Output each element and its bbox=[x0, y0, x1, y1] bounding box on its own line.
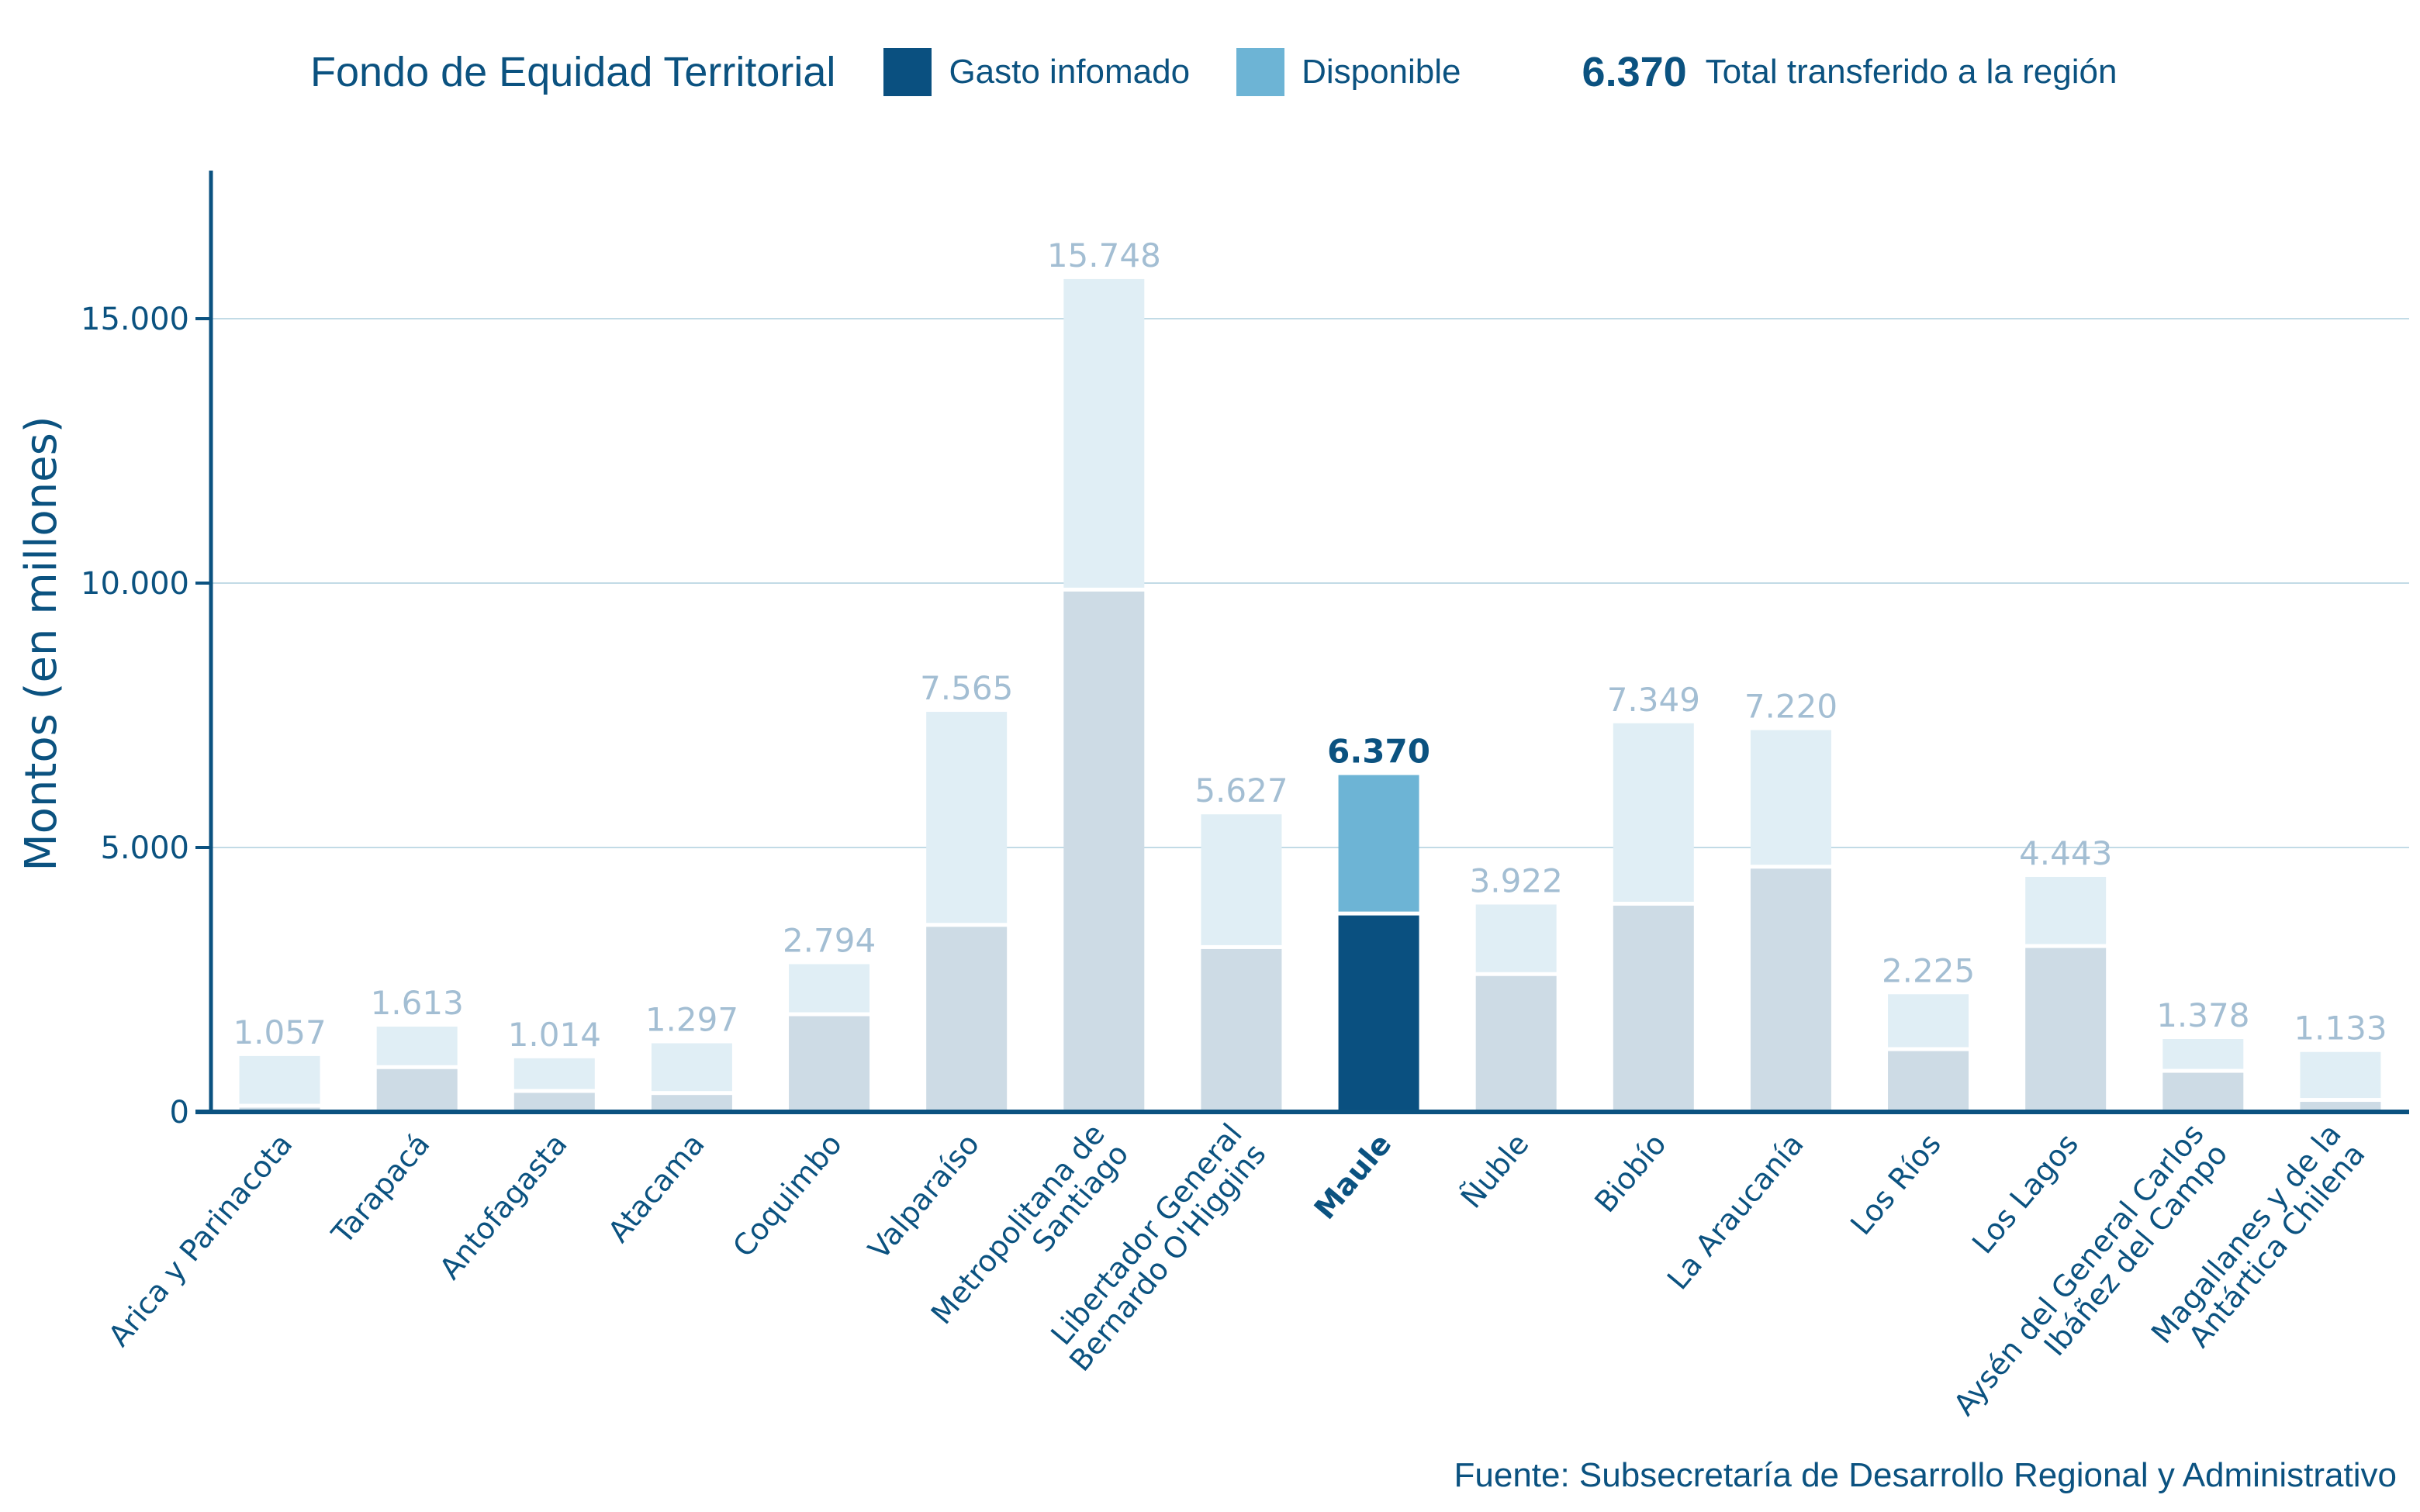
bar-total-label: 1.057 bbox=[233, 1013, 326, 1051]
bar-available bbox=[2162, 1039, 2244, 1069]
bar-total-label: 7.565 bbox=[920, 669, 1013, 707]
bar-available bbox=[376, 1026, 458, 1065]
x-tick-label: Los Ríos bbox=[1844, 1127, 1948, 1242]
x-tick-label: Ñuble bbox=[1454, 1127, 1536, 1215]
legend-total-label: Total transferido a la región bbox=[1705, 53, 2118, 91]
bar-total-label: 3.922 bbox=[1470, 862, 1563, 900]
bar-spent bbox=[2025, 948, 2107, 1112]
bar-total-label: 1.133 bbox=[2294, 1010, 2387, 1048]
bar-spent bbox=[1750, 868, 1831, 1112]
x-tick-label: Maule bbox=[1308, 1127, 1398, 1226]
bar-total-label: 1.378 bbox=[2156, 996, 2249, 1034]
x-tick-label: Atacama bbox=[601, 1127, 711, 1249]
bar-spent bbox=[376, 1068, 458, 1112]
axes: 0 5.000 10.000 15.000 bbox=[81, 171, 2409, 1131]
x-tick-label-line: Maule bbox=[1308, 1127, 1398, 1226]
bar-total-label: 1.014 bbox=[508, 1016, 601, 1054]
x-tick-label: Tarapacá bbox=[325, 1127, 437, 1251]
x-tick-label: Antofagasta bbox=[433, 1127, 574, 1286]
bar-available bbox=[1750, 730, 1831, 865]
y-tick-label: 15.000 bbox=[81, 302, 189, 337]
x-tick-label: Biobío bbox=[1588, 1127, 1672, 1220]
bar-spent bbox=[513, 1093, 595, 1112]
bar-total-label: 15.748 bbox=[1047, 236, 1161, 274]
x-tick-label-line: Coquimbo bbox=[726, 1127, 849, 1264]
x-tick-label-line: Antofagasta bbox=[433, 1127, 574, 1286]
x-tick-label: La Araucanía bbox=[1661, 1127, 1810, 1296]
x-tick-label-line: Valparaíso bbox=[862, 1127, 986, 1266]
bar-spent bbox=[1613, 906, 1694, 1112]
bar-spent bbox=[1201, 948, 1282, 1112]
bar-total-label: 1.613 bbox=[371, 984, 464, 1022]
bar-total-label: 6.370 bbox=[1327, 733, 1430, 771]
bar-available bbox=[2025, 876, 2107, 944]
bar-spent bbox=[1475, 975, 1557, 1112]
bar-available bbox=[1475, 904, 1557, 972]
chart-legend: Fondo de Equidad Territorial Gasto infom… bbox=[310, 45, 2117, 99]
legend-item-available: Disponible bbox=[1236, 48, 1461, 96]
bar-spent bbox=[1338, 915, 1419, 1112]
x-tick-label: Valparaíso bbox=[862, 1127, 986, 1266]
x-tick-label: Arica y Parinacota bbox=[102, 1127, 299, 1353]
bar-spent bbox=[2300, 1102, 2381, 1112]
bar-total-label: 2.225 bbox=[1882, 951, 1975, 989]
bar-available bbox=[1338, 775, 1419, 912]
bar-total-label: 5.627 bbox=[1194, 772, 1288, 810]
chart-title: Fondo de Equidad Territorial bbox=[310, 49, 836, 95]
bars bbox=[239, 278, 2381, 1112]
x-tick-label-line: Los Lagos bbox=[1965, 1127, 2085, 1261]
bar-available bbox=[1201, 814, 1282, 945]
x-tick-label-line: Aysén del General Carlos bbox=[1947, 1117, 2211, 1422]
bar-available bbox=[789, 964, 870, 1013]
x-tick-label-line: Arica y Parinacota bbox=[102, 1127, 299, 1353]
bar-available bbox=[1888, 994, 1969, 1048]
x-tick-label-line: Biobío bbox=[1588, 1127, 1672, 1220]
bar-spent bbox=[789, 1016, 870, 1112]
bar-spent bbox=[651, 1095, 732, 1112]
bar-total-label: 1.297 bbox=[645, 1001, 738, 1039]
legend-label-spent: Gasto infomado bbox=[949, 53, 1191, 91]
y-tick-label: 10.000 bbox=[81, 566, 189, 602]
x-tick-label: Coquimbo bbox=[726, 1127, 849, 1264]
legend-swatch-available bbox=[1236, 48, 1285, 96]
bar-available bbox=[926, 712, 1008, 923]
legend-total-value: 6.370 bbox=[1582, 49, 1687, 95]
gridlines bbox=[211, 317, 2409, 848]
legend-swatch-spent bbox=[883, 48, 932, 96]
bar-spent bbox=[1888, 1051, 1969, 1112]
bar-available bbox=[239, 1055, 320, 1104]
bar-available bbox=[1063, 278, 1145, 588]
bar-total-label: 7.220 bbox=[1744, 688, 1837, 726]
bar-total-label: 4.443 bbox=[2019, 834, 2112, 872]
bar-spent bbox=[1063, 591, 1145, 1112]
bar-total-label: 2.794 bbox=[783, 921, 876, 959]
legend-item-spent: Gasto infomado bbox=[883, 48, 1190, 96]
x-tick-label-line: Los Ríos bbox=[1844, 1127, 1948, 1242]
y-axis-label: Montos (en millones) bbox=[16, 416, 67, 871]
x-tick-label-line: Atacama bbox=[601, 1127, 711, 1249]
y-tick-label: 0 bbox=[170, 1095, 189, 1131]
bar-total-label: 7.349 bbox=[1607, 681, 1700, 719]
source-note: Fuente: Subsecretaría de Desarrollo Regi… bbox=[1454, 1456, 2398, 1494]
bar-spent bbox=[2162, 1072, 2244, 1112]
x-tick-label-line: La Araucanía bbox=[1661, 1127, 1810, 1296]
x-tick-label: Los Lagos bbox=[1965, 1127, 2085, 1261]
x-tick-label-line: Tarapacá bbox=[325, 1127, 437, 1251]
bar-available bbox=[1613, 723, 1694, 903]
bar-spent bbox=[926, 927, 1008, 1112]
x-tick-label-line: Ñuble bbox=[1454, 1127, 1536, 1215]
y-tick-label: 5.000 bbox=[100, 830, 189, 866]
bar-available bbox=[2300, 1051, 2381, 1099]
legend-label-available: Disponible bbox=[1302, 53, 1461, 91]
bar-available bbox=[651, 1043, 732, 1092]
bar-available bbox=[513, 1058, 595, 1089]
